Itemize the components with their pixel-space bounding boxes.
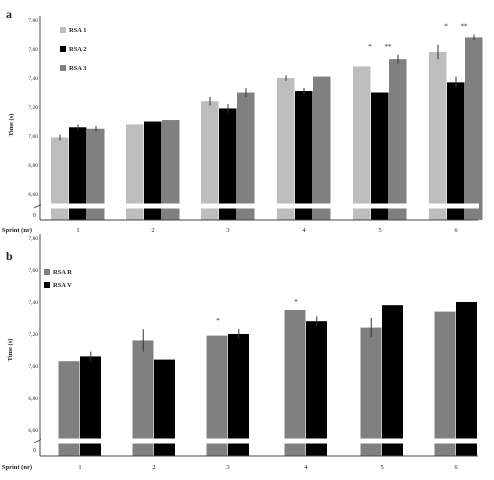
- bar: [360, 327, 382, 456]
- panel-label-b: b: [6, 249, 13, 263]
- significance-marker: *: [444, 23, 448, 31]
- bar: [132, 340, 154, 456]
- x-tick-label: 2: [151, 227, 154, 234]
- bar: [306, 321, 327, 456]
- bar: [284, 310, 306, 456]
- bar: [80, 356, 101, 456]
- y-tick-label: 6,60: [28, 192, 38, 198]
- bar: [465, 37, 483, 221]
- legend-swatch: [60, 46, 66, 52]
- legend-label: RSA R: [53, 269, 72, 276]
- bar: [206, 335, 228, 456]
- legend-label: RSA V: [53, 282, 72, 289]
- bar: [51, 137, 69, 220]
- bar: [126, 124, 144, 220]
- bar: [154, 359, 175, 456]
- y-tick-label: 7,40: [28, 76, 38, 82]
- y-axis-zero-label: 0: [33, 448, 36, 454]
- y-tick-label: 7,00: [28, 134, 38, 140]
- significance-marker: **: [385, 43, 393, 51]
- bar: [58, 361, 80, 456]
- y-axis-label: Time (s): [7, 339, 14, 362]
- x-tick-label: 2: [152, 464, 155, 471]
- significance-marker: *: [294, 298, 298, 306]
- y-axis-label: Time (s): [8, 114, 15, 137]
- x-tick-label: 4: [302, 227, 306, 234]
- x-axis-label: Sprint (nr): [2, 464, 32, 471]
- x-tick-label: 3: [226, 464, 229, 471]
- y-tick-label: 7,60: [28, 47, 38, 53]
- y-tick-label: 6,60: [28, 428, 38, 434]
- y-tick-label: 7,80: [28, 18, 38, 24]
- bar: [295, 91, 313, 220]
- x-tick-label: 1: [78, 464, 81, 471]
- bar: [456, 302, 477, 456]
- legend-label: RSA 3: [69, 65, 87, 72]
- y-tick-label: 7,00: [28, 364, 38, 370]
- axis-break-band: [41, 438, 479, 444]
- bar: [219, 108, 237, 220]
- bar: [237, 92, 255, 220]
- bar: [228, 334, 249, 456]
- bar: [389, 59, 407, 221]
- x-tick-label: 1: [76, 227, 79, 234]
- bar: [162, 120, 180, 220]
- axis-break-band: [41, 203, 479, 209]
- bar: [201, 101, 219, 220]
- legend-label: RSA 1: [69, 27, 87, 34]
- bar: [434, 311, 456, 456]
- panel-label-a: a: [6, 7, 12, 21]
- legend-swatch: [60, 27, 66, 33]
- bar: [144, 121, 162, 220]
- axis-break-mark: [33, 438, 43, 444]
- x-axis-label: Sprint (nr): [2, 227, 32, 234]
- bar: [87, 128, 105, 220]
- legend-swatch: [60, 65, 66, 71]
- x-tick-label: 5: [378, 227, 381, 234]
- y-tick-label: 6,80: [28, 396, 38, 402]
- bar: [429, 51, 447, 221]
- legend-swatch: [44, 269, 50, 275]
- y-tick-label: 7,40: [28, 300, 38, 306]
- bar: [447, 82, 465, 220]
- x-tick-label: 4: [304, 464, 308, 471]
- x-tick-label: 6: [454, 464, 458, 471]
- y-axis-zero-label: 0: [33, 213, 36, 219]
- significance-marker: *: [216, 317, 220, 325]
- y-tick-label: 7,20: [28, 332, 38, 338]
- bar: [353, 66, 371, 221]
- bar: [69, 127, 87, 220]
- y-tick-label: 7,60: [28, 268, 38, 274]
- x-tick-label: 3: [226, 227, 229, 234]
- significance-marker: *: [368, 43, 372, 51]
- x-tick-label: 5: [380, 464, 383, 471]
- bar: [277, 78, 295, 220]
- bar: [313, 76, 331, 220]
- y-tick-label: 7,20: [28, 105, 38, 111]
- y-tick-label: 7,80: [28, 236, 38, 242]
- x-tick-label: 6: [454, 227, 458, 234]
- legend-swatch: [44, 282, 50, 288]
- significance-marker: **: [461, 23, 469, 31]
- bar: [382, 305, 403, 456]
- bar: [371, 92, 389, 220]
- y-tick-label: 6,80: [28, 163, 38, 169]
- legend-label: RSA 2: [69, 46, 87, 53]
- axis-break-mark: [33, 203, 43, 209]
